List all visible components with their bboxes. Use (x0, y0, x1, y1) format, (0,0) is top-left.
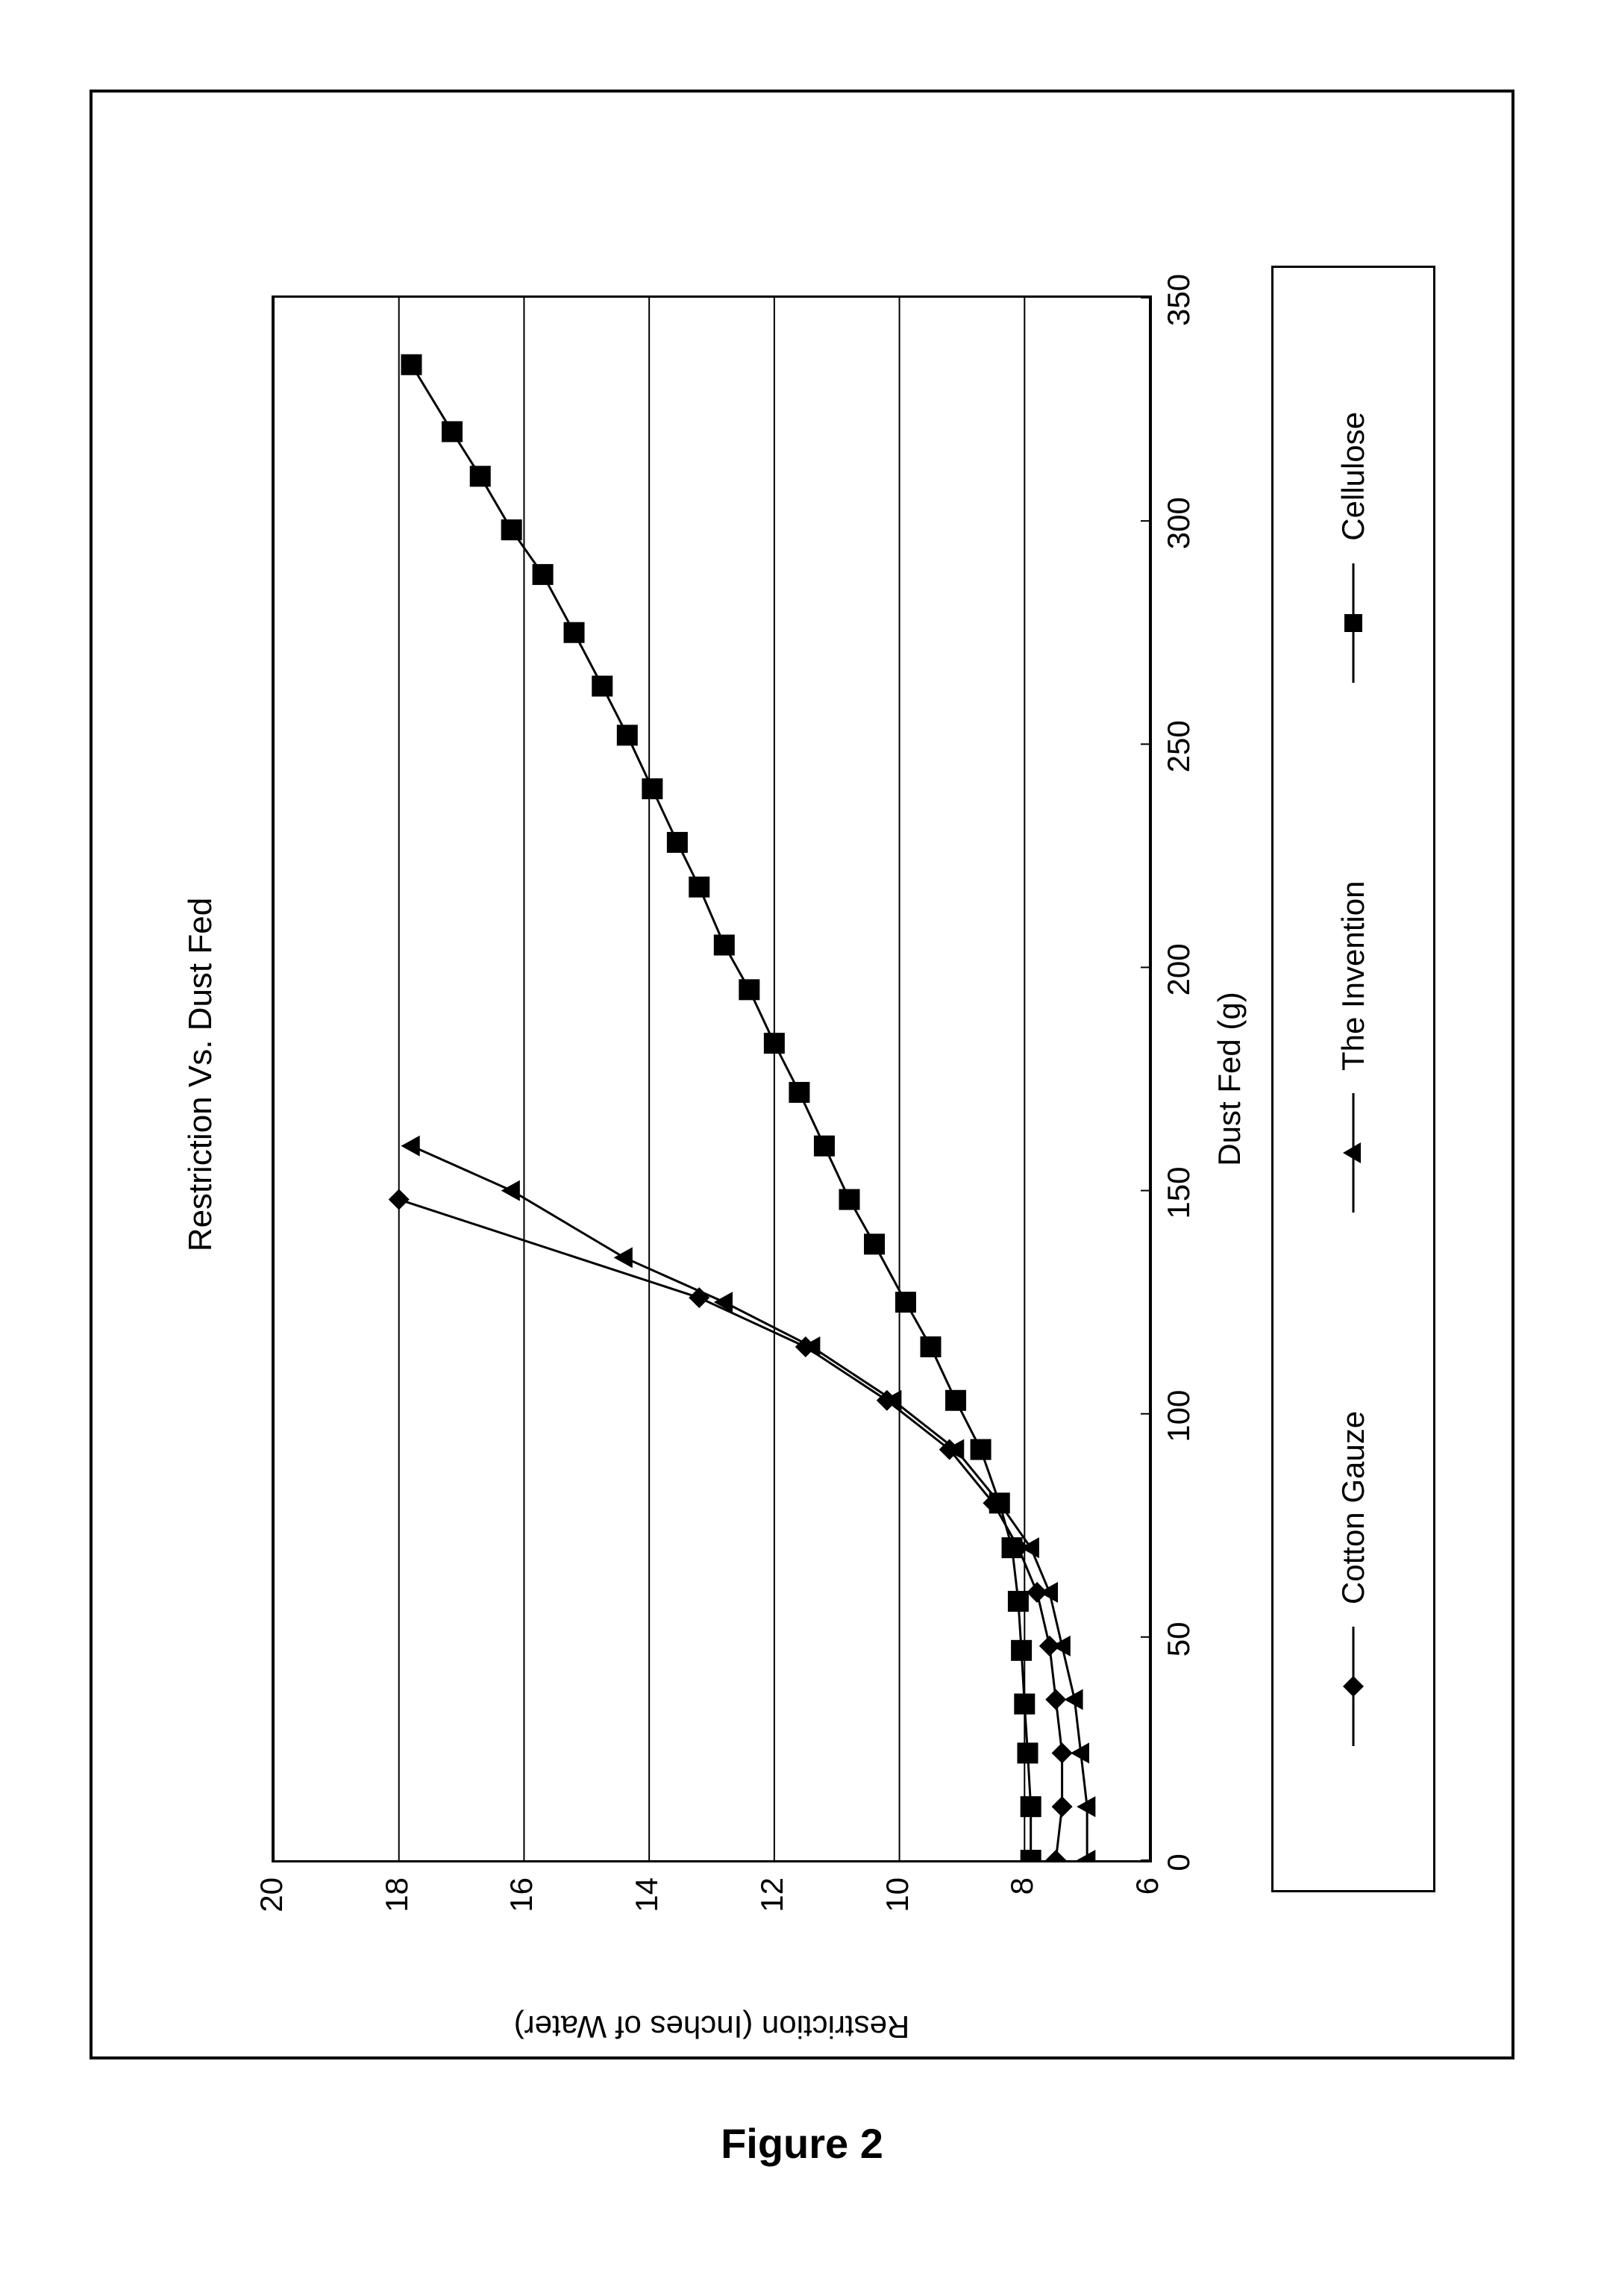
x-axis-label: Dust Fed (g) (1212, 295, 1247, 1862)
diamond-marker-icon (1338, 1627, 1368, 1746)
square-marker-icon (1338, 563, 1368, 683)
chart-title: Restriction Vs. Dust Fed (182, 93, 219, 2056)
xtick-label: 50 (1161, 1622, 1197, 1657)
legend-item-cotton-gauze: Cotton Gauze (1335, 1411, 1371, 1746)
xtick-label: 100 (1161, 1390, 1197, 1442)
plot-svg (274, 298, 1150, 1860)
ytick-label: 8 (1004, 1877, 1040, 1945)
legend-item-invention: The Invention (1335, 881, 1371, 1213)
legend-label: Cellulose (1335, 412, 1371, 541)
ytick-label: 6 (1130, 1877, 1165, 1945)
xtick-label: 300 (1161, 497, 1197, 549)
rotated-content: Restriction Vs. Dust Fed Restriction (In… (93, 93, 1511, 2056)
ytick-label: 20 (254, 1877, 289, 1945)
legend-label: The Invention (1335, 881, 1371, 1072)
legend-label: Cotton Gauze (1335, 1411, 1371, 1604)
y-axis-label: Restriction (Inches of Water) (514, 2009, 910, 2045)
ytick-label: 14 (629, 1877, 665, 1945)
outer-border: Restriction Vs. Dust Fed Restriction (In… (90, 90, 1514, 2059)
xtick-label: 350 (1161, 274, 1197, 326)
ytick-label: 18 (379, 1877, 415, 1945)
ytick-label: 10 (880, 1877, 915, 1945)
ytick-label: 12 (754, 1877, 790, 1945)
legend-item-cellulose: Cellulose (1335, 412, 1371, 683)
xtick-label: 0 (1161, 1854, 1197, 1871)
page: Restriction Vs. Dust Fed Restriction (In… (0, 0, 1604, 2296)
xtick-label: 200 (1161, 943, 1197, 995)
xtick-label: 150 (1161, 1167, 1197, 1219)
triangle-marker-icon (1338, 1093, 1368, 1213)
xtick-label: 250 (1161, 720, 1197, 772)
ytick-label: 16 (504, 1877, 539, 1945)
figure-caption: Figure 2 (0, 2119, 1604, 2168)
plot-area (272, 295, 1152, 1862)
legend: Cotton Gauze The Invention Cellulose (1271, 266, 1435, 1892)
